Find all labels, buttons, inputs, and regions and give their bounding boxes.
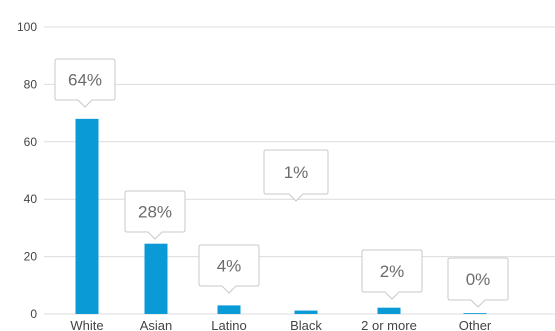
callout-box	[447, 257, 509, 308]
y-tick-label: 80	[24, 77, 38, 91]
callout-box	[263, 149, 329, 202]
x-category-label: Latino	[211, 318, 246, 331]
data-label: 1%	[284, 163, 309, 182]
callout-box	[198, 244, 260, 294]
y-tick-label: 0	[30, 307, 37, 321]
bar-asian	[144, 243, 168, 314]
x-category-label: Other	[459, 318, 492, 331]
callout-box	[54, 58, 116, 108]
data-label-callouts: 64% 28% 4% 1% 2% 0%	[54, 58, 509, 308]
bar-white	[75, 118, 99, 314]
callout-box	[124, 190, 186, 240]
bar-other	[463, 313, 487, 314]
bar-latino	[217, 305, 241, 314]
data-label: 0%	[466, 270, 491, 289]
callout-box	[361, 249, 423, 300]
data-label-callout: 1%	[263, 149, 329, 202]
data-label-callout: 4%	[198, 244, 260, 294]
data-label-callout: 2%	[361, 249, 423, 300]
data-label: 64%	[68, 71, 102, 90]
y-tick-label: 20	[24, 250, 38, 264]
x-category-label: Black	[290, 318, 322, 331]
bar-2-or-more	[377, 307, 401, 314]
bar-black	[294, 310, 318, 314]
x-category-label: White	[70, 318, 103, 331]
data-label: 2%	[380, 262, 405, 281]
bars	[75, 118, 487, 314]
y-tick-label: 60	[24, 135, 38, 149]
x-category-label: 2 or more	[361, 318, 417, 331]
y-tick-label: 100	[17, 20, 37, 34]
y-axis-ticks: 0 20 40 60 80 100	[17, 20, 37, 321]
x-category-label: Asian	[140, 318, 173, 331]
data-label: 4%	[217, 257, 242, 276]
data-label-callout: 64%	[54, 58, 116, 108]
data-label-callout: 28%	[124, 190, 186, 240]
data-label-callout: 0%	[447, 257, 509, 308]
y-tick-label: 40	[24, 192, 38, 206]
x-axis-labels: White Asian Latino Black 2 or more Other	[70, 318, 492, 331]
data-label: 28%	[138, 203, 172, 222]
